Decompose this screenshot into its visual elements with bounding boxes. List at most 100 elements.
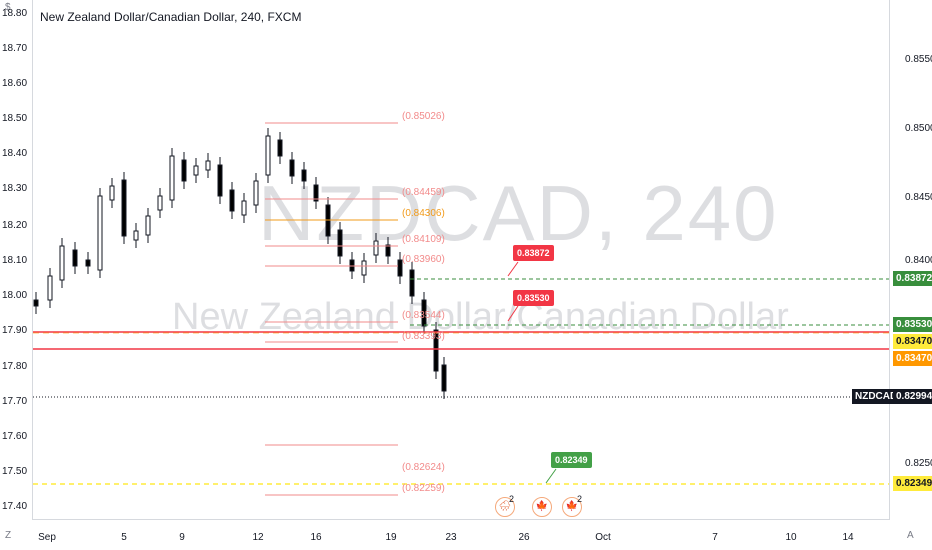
left-axis-label: 18.30 — [2, 183, 28, 194]
candle-body — [361, 260, 367, 276]
left-axis-label: 18.60 — [2, 78, 28, 89]
candle-body — [145, 215, 151, 236]
candle-body — [229, 189, 235, 212]
left-axis-label: 18.70 — [2, 43, 28, 54]
left-axis-label: 17.40 — [2, 501, 28, 512]
candle-body — [193, 165, 199, 176]
candle-body — [441, 364, 447, 392]
time-axis-label: 12 — [252, 532, 264, 543]
chart-pane[interactable] — [32, 0, 890, 520]
fib-label: (0.85026) — [402, 111, 445, 122]
candle-body — [157, 195, 163, 211]
candle-body — [241, 200, 247, 216]
candle-body — [409, 269, 415, 297]
watermark-description: New Zealand Dollar/Canadian Dollar — [172, 296, 789, 338]
left-axis-label: 18.50 — [2, 113, 28, 124]
fib-label: (0.84306) — [402, 208, 445, 219]
right-axis-label: 0.85000 — [905, 123, 932, 134]
time-axis-label: 14 — [842, 532, 854, 543]
right-axis-label: 0.82500 — [905, 458, 932, 469]
time-axis-label: 5 — [121, 532, 127, 543]
candle-body — [121, 179, 127, 237]
candle-body — [217, 164, 223, 197]
fib-label: (0.83544) — [402, 310, 445, 321]
fib-label: (0.84109) — [402, 234, 445, 245]
candlestick-series — [33, 128, 447, 399]
time-axis-label: Sep — [38, 532, 56, 543]
candle-body — [97, 195, 103, 271]
candle-body — [289, 159, 295, 177]
event-count: 2 — [509, 494, 515, 504]
candle-body — [373, 240, 379, 256]
callout-pointer — [507, 305, 519, 322]
price-tag: 0.83470 — [893, 334, 932, 349]
left-axis-label: 17.90 — [2, 325, 28, 336]
fib-label: (0.84459) — [402, 187, 445, 198]
price-tag: 0.83530 — [893, 317, 932, 332]
candle-body — [169, 155, 175, 201]
price-tag: 0.83872 — [893, 271, 932, 286]
candle-body — [265, 135, 271, 176]
left-axis-label: 17.80 — [2, 361, 28, 372]
canada-flag-icon[interactable]: 🍁 — [532, 497, 552, 517]
candle-body — [59, 245, 65, 281]
candle-body — [337, 229, 343, 257]
left-axis-label: 18.80 — [2, 8, 28, 19]
candle-body — [421, 299, 427, 327]
time-axis-label: 26 — [518, 532, 530, 543]
time-axis-label: Oct — [595, 532, 611, 543]
candle-body — [253, 180, 259, 206]
candle-body — [85, 259, 91, 267]
callout-pointer — [545, 468, 557, 484]
price-tag: 0.82349 — [893, 476, 932, 491]
fib-label: (0.83960) — [402, 254, 445, 265]
time-axis-label: 16 — [310, 532, 322, 543]
candle-body — [313, 184, 319, 202]
left-axis-label: 17.60 — [2, 431, 28, 442]
chart-title[interactable]: New Zealand Dollar/Canadian Dollar, 240,… — [40, 10, 302, 24]
price-callout[interactable]: 0.83872 — [513, 245, 554, 261]
candle-body — [397, 259, 403, 277]
price-callout[interactable]: 0.83530 — [513, 290, 554, 306]
watermark-symbol: NZDCAD, 240 — [258, 169, 779, 257]
currency-icon: $ — [5, 2, 11, 13]
time-axis-label: 23 — [445, 532, 457, 543]
fib-label: (0.82259) — [402, 483, 445, 494]
price-tag: 0.83470 — [893, 351, 932, 366]
fib-label: (0.83393) — [402, 331, 445, 342]
candle-body — [301, 169, 307, 182]
candle-body — [433, 329, 439, 372]
time-axis-label: 19 — [385, 532, 397, 543]
candle-body — [205, 160, 211, 171]
price-callout[interactable]: 0.82349 — [551, 452, 592, 468]
candle-body — [72, 249, 78, 267]
candle-body — [277, 139, 283, 157]
candle-body — [181, 159, 187, 182]
symbol-tag: NZDCAD — [852, 389, 901, 404]
candle-body — [109, 185, 115, 201]
right-axis-label: 0.85500 — [905, 54, 932, 65]
current-price-tag: 0.82994 — [893, 389, 932, 404]
time-axis-label: 7 — [712, 532, 718, 543]
time-axis-label: 10 — [785, 532, 797, 543]
canada-flag-icon[interactable]: 🍁 — [562, 497, 582, 517]
right-axis-label: 0.84500 — [905, 192, 932, 203]
candle-body — [385, 244, 391, 257]
left-axis-label: 17.50 — [2, 466, 28, 477]
left-axis-label: 18.00 — [2, 290, 28, 301]
callout-pointer — [507, 261, 519, 277]
candle-body — [133, 230, 139, 241]
candle-body — [33, 299, 39, 307]
zoom-toggle[interactable]: Z — [5, 530, 12, 541]
auto-scale-toggle[interactable]: A — [907, 530, 914, 541]
left-axis-label: 18.40 — [2, 148, 28, 159]
time-axis-label: 9 — [179, 532, 185, 543]
event-count: 2 — [577, 494, 583, 504]
candle-body — [47, 275, 53, 301]
right-axis-label: 0.84000 — [905, 255, 932, 266]
economic-event-icon[interactable]: 🌧 — [495, 497, 515, 517]
left-axis-label: 18.20 — [2, 220, 28, 231]
left-axis-label: 18.10 — [2, 255, 28, 266]
left-axis-label: 17.70 — [2, 396, 28, 407]
